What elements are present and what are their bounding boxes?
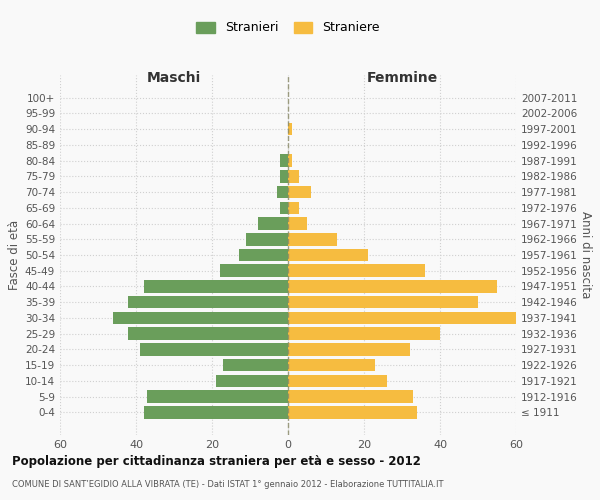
Text: Popolazione per cittadinanza straniera per età e sesso - 2012: Popolazione per cittadinanza straniera p… [12,455,421,468]
Bar [288,154,292,167]
Bar [143,280,288,293]
Bar [148,390,288,403]
Bar [288,328,440,340]
Bar [288,123,292,136]
Bar [239,248,288,262]
Legend: Stranieri, Straniere: Stranieri, Straniere [191,16,385,40]
Bar [216,374,288,387]
Bar [288,280,497,293]
Bar [257,217,288,230]
Bar [288,248,368,262]
Bar [128,296,288,308]
Bar [288,202,299,214]
Text: COMUNE DI SANT’EGIDIO ALLA VIBRATA (TE) - Dati ISTAT 1° gennaio 2012 - Elaborazi: COMUNE DI SANT’EGIDIO ALLA VIBRATA (TE) … [12,480,443,489]
Bar [288,343,410,355]
Bar [246,233,288,245]
Bar [288,312,516,324]
Bar [223,359,288,372]
Bar [280,154,288,167]
Text: Femmine: Femmine [367,71,437,85]
Bar [288,186,311,198]
Y-axis label: Anni di nascita: Anni di nascita [578,212,592,298]
Bar [128,328,288,340]
Bar [220,264,288,277]
Bar [288,170,299,182]
Bar [277,186,288,198]
Text: Maschi: Maschi [147,71,201,85]
Bar [140,343,288,355]
Y-axis label: Fasce di età: Fasce di età [8,220,21,290]
Bar [143,406,288,418]
Bar [288,390,413,403]
Bar [288,374,387,387]
Bar [113,312,288,324]
Bar [288,217,307,230]
Bar [288,264,425,277]
Bar [280,170,288,182]
Bar [280,202,288,214]
Bar [288,233,337,245]
Bar [288,406,417,418]
Bar [288,359,376,372]
Bar [288,296,478,308]
